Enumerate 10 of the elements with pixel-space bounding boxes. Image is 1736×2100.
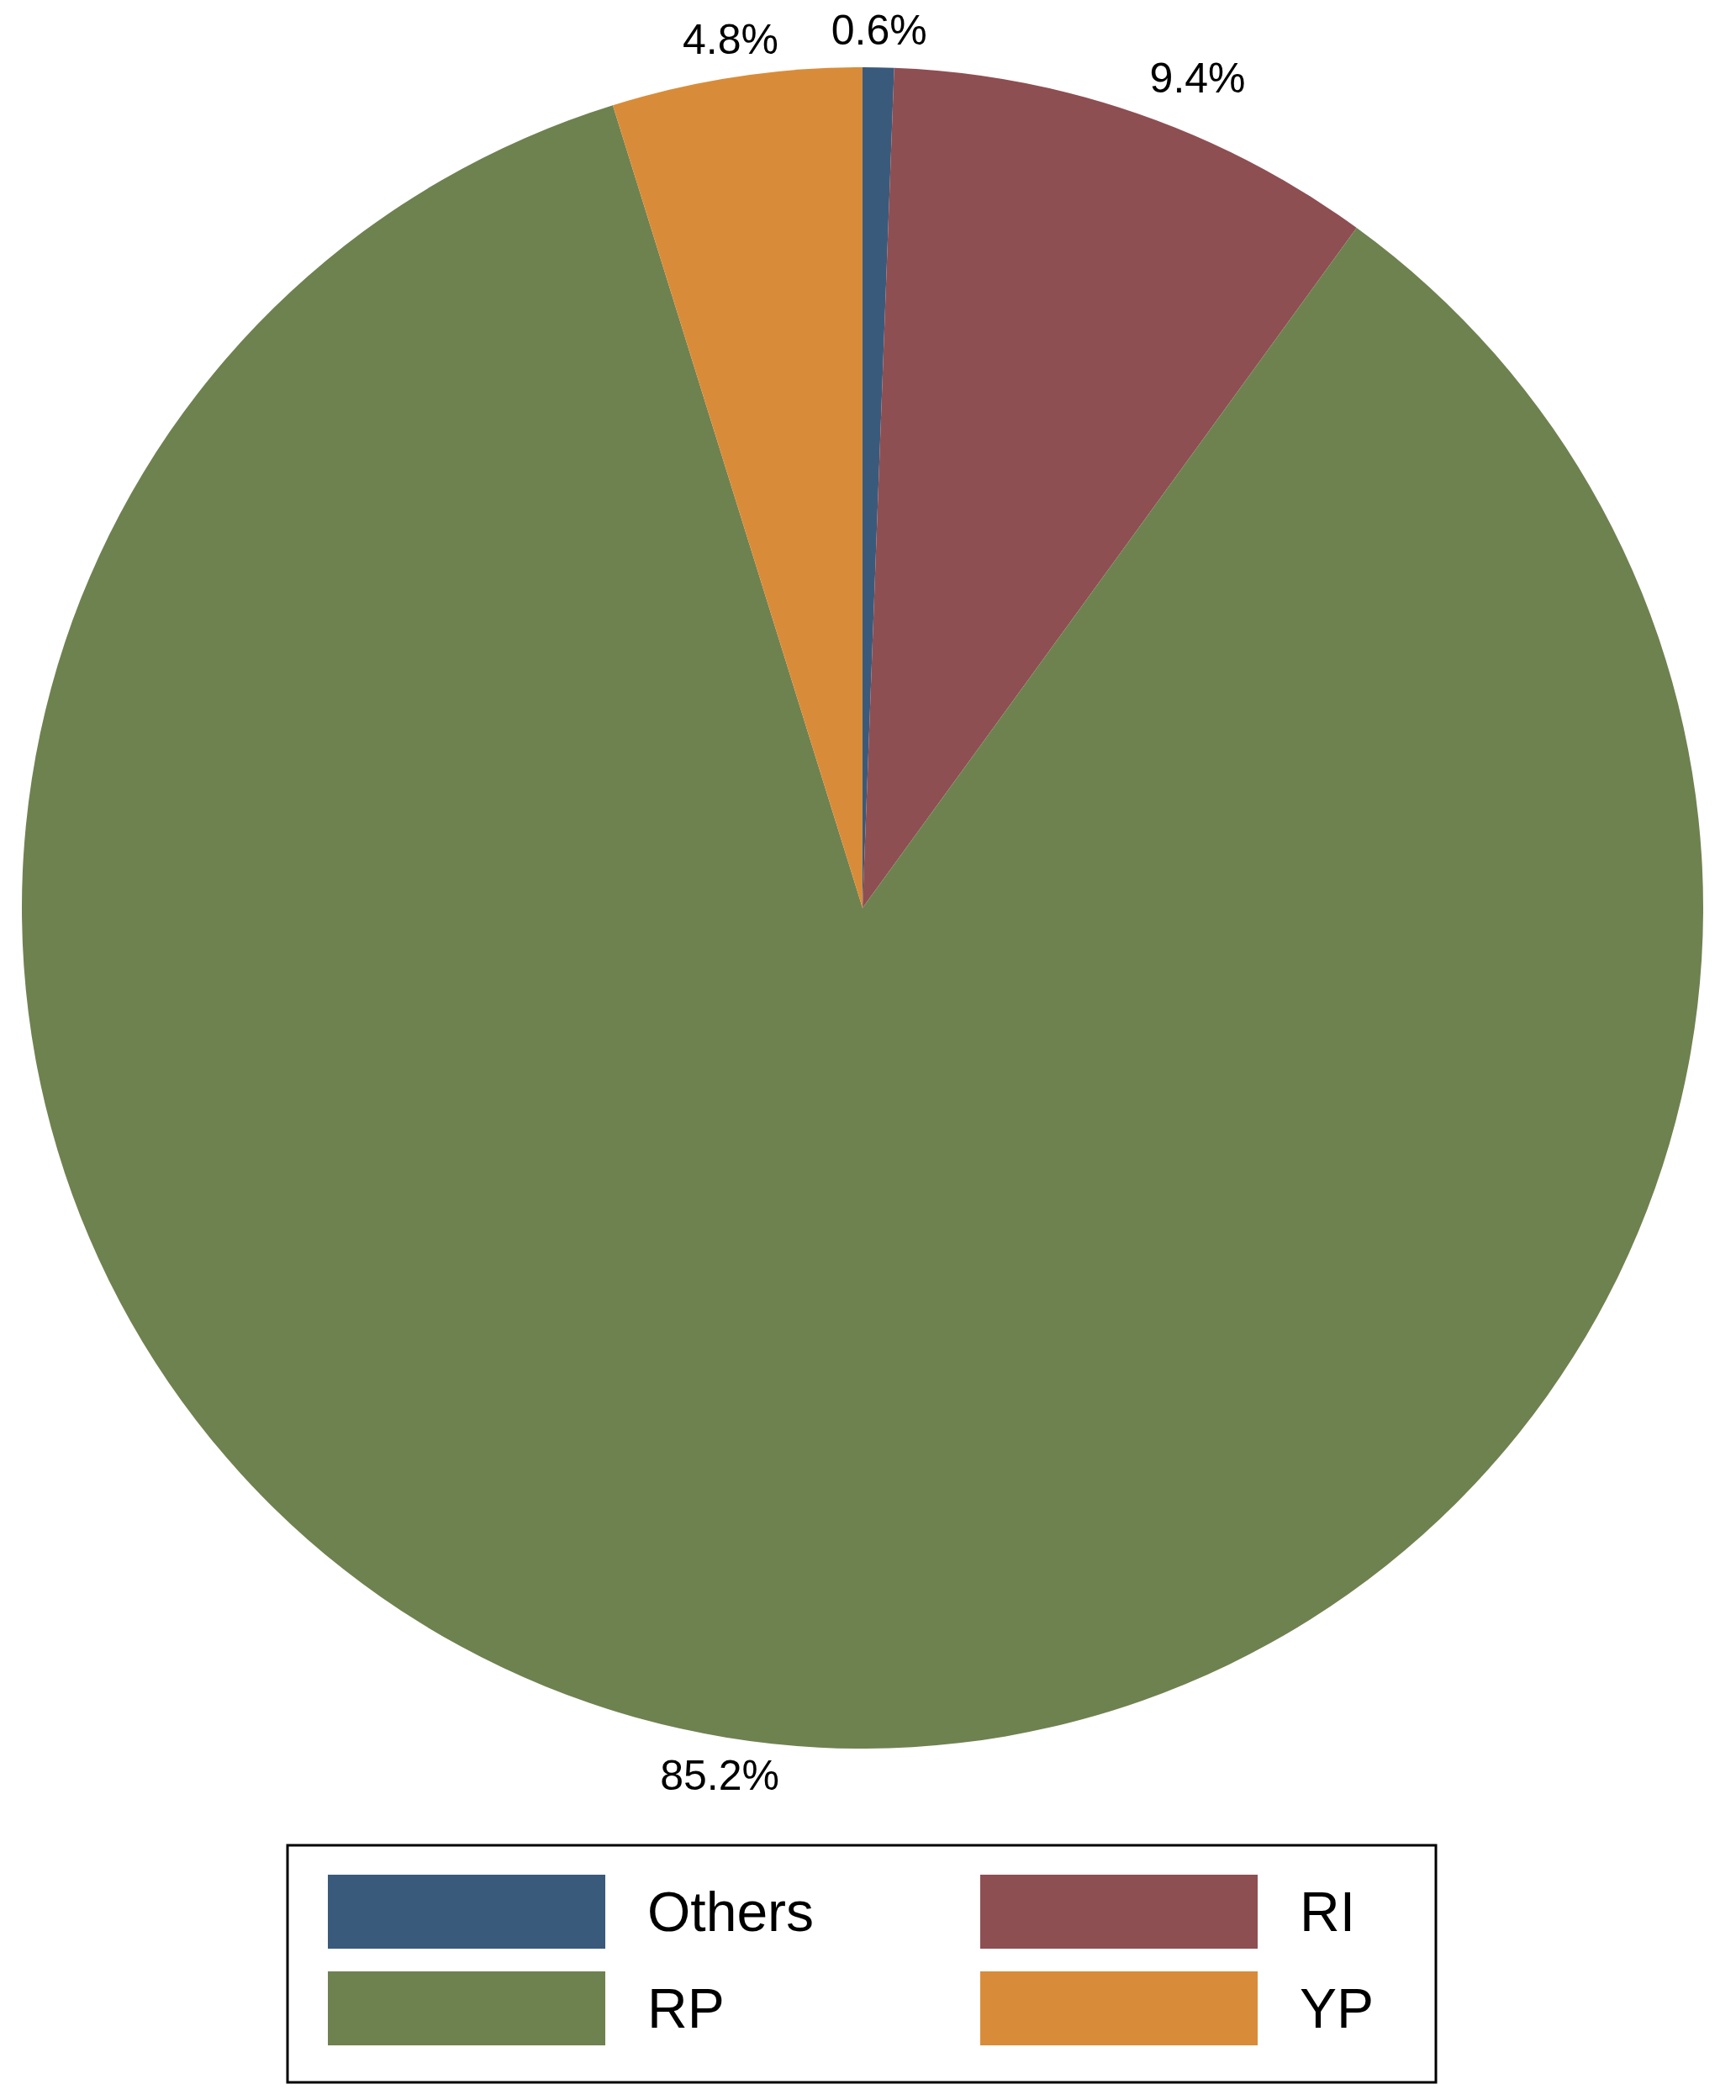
data-label: 85.2%: [660, 1751, 779, 1799]
data-label: 4.8%: [683, 16, 778, 64]
pie-slice: [612, 67, 863, 908]
legend-label: RI: [1300, 1881, 1355, 1944]
legend-label: RP: [647, 1977, 725, 2040]
data-label: 9.4%: [1149, 54, 1246, 102]
data-label: 0.6%: [831, 6, 927, 54]
legend-label: YP: [1300, 1977, 1375, 2040]
legend-label: Others: [647, 1881, 815, 1944]
pie-slice: [22, 105, 1702, 1749]
